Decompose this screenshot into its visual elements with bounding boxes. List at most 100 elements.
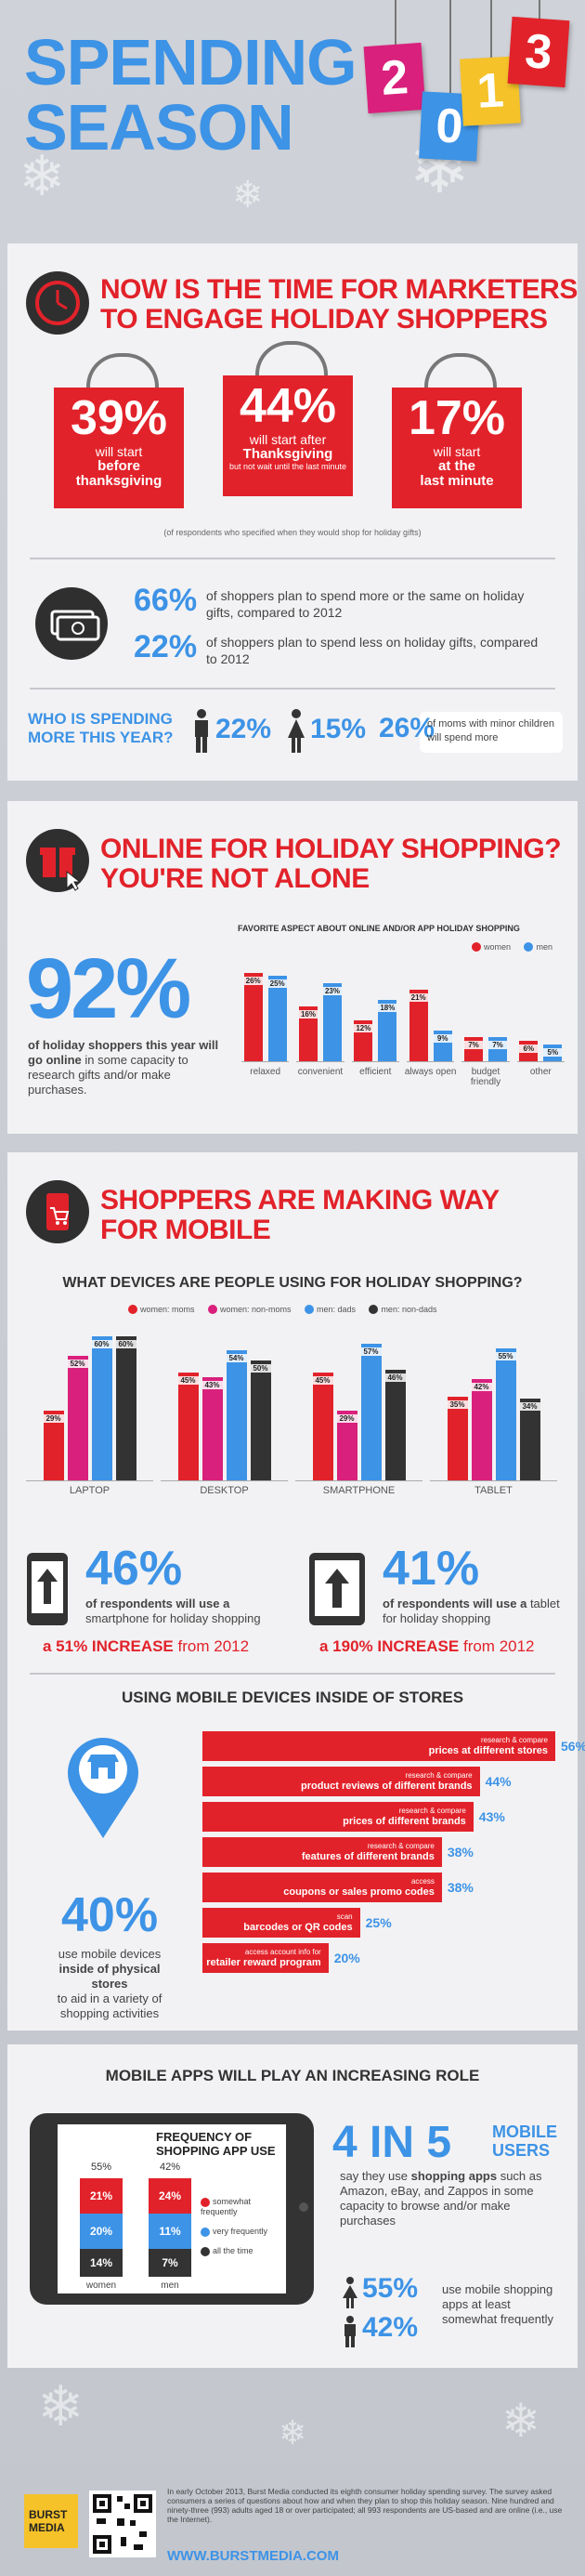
axis-baseline (516, 1061, 565, 1062)
category-label: other (529, 1067, 552, 1077)
axis-baseline (241, 1061, 290, 1062)
qr-code-icon[interactable] (89, 2491, 156, 2557)
women-app-pct: 55% (362, 2273, 419, 2304)
category-label: LAPTOP (69, 1485, 110, 1496)
home-button (299, 2202, 308, 2212)
bag-bold-line: Thanksgiving (242, 446, 333, 462)
category-label: always open (404, 1067, 457, 1077)
chart-bar (91, 1335, 112, 1480)
in-store-text-line1: use mobile devices (58, 1947, 162, 1961)
smartphone-increase-rest: from 2012 (177, 1637, 250, 1655)
favorite-aspect-chart: 26% 25% relaxed 16% 23% convenient 12% 18% effic… (238, 959, 568, 1098)
bar-value-label: 21% (409, 993, 428, 1002)
chart-bar (360, 1343, 382, 1480)
section1-title-line1: NOW IS THE TIME FOR MARKETERS (100, 274, 578, 305)
bar-value-label: 56% (561, 1739, 585, 1754)
chart-bar (243, 972, 263, 1061)
axis-baseline (295, 1480, 422, 1481)
tablet-increase-bold: a 190% INCREASE (319, 1637, 460, 1655)
bar-value-label: 43% (478, 1809, 505, 1824)
man-icon (195, 709, 208, 753)
moms-text: of moms with minor children will spend m… (427, 718, 554, 743)
bag-bold-line: last minute (420, 473, 494, 489)
bar-bold-label: features of different brands (301, 1851, 435, 1862)
header-title-line1: SPENDING (24, 26, 358, 99)
smartphone-increase-bold: a 51% INCREASE (43, 1637, 174, 1655)
stack-segment: 21% (80, 2178, 123, 2214)
panel-engage-shoppers: NOW IS THE TIME FOR MARKETERS TO ENGAGE … (7, 243, 578, 781)
bag-line: will start (433, 444, 481, 459)
footer-url[interactable]: WWW.BURSTMEDIA.COM (167, 2548, 339, 2564)
chart-bar (43, 1411, 64, 1480)
bar-small-label: access account info for (244, 1948, 321, 1956)
bar-value-label: 6% (519, 1045, 539, 1053)
mobile-users-line1: MOBILE (492, 2123, 557, 2141)
bar-small-label: research & compare (405, 1771, 473, 1780)
stack-segment: 20% (80, 2214, 123, 2249)
bar-value-label: 50% (250, 1363, 271, 1373)
app-chart-title-line2: SHOPPING APP USE (156, 2144, 276, 2158)
chart-bar (336, 1411, 358, 1480)
app-chart-legend: somewhat frequently very frequently all … (201, 2197, 275, 2256)
chart-bar (495, 1347, 516, 1480)
in-store-bar: access coupons or sales promo codes (202, 1873, 442, 1902)
mobile-users-label: MOBILE USERS (492, 2123, 557, 2160)
spend-less-text: of shoppers plan to spend less on holida… (206, 635, 539, 666)
chart1-title: FAVORITE ASPECT ABOUT ONLINE AND/OR APP … (238, 924, 520, 933)
axis-baseline (161, 1480, 288, 1481)
woman-icon (288, 709, 305, 753)
snowflake-icon: ❄ (501, 2395, 540, 2447)
bar-small-label: research & compare (398, 1807, 466, 1815)
bar-value-label: 18% (378, 1004, 397, 1012)
in-store-bar: access account info for retailer reward p… (202, 1943, 329, 1973)
snowflake-icon: ❄ (37, 2375, 84, 2438)
panel-online-shopping: ONLINE FOR HOLIDAY SHOPPING? YOU'RE NOT … (7, 801, 578, 1134)
bar-value-label: 38% (447, 1845, 474, 1860)
online-pct: 92% (26, 941, 191, 1036)
money-icon (35, 587, 108, 660)
logo-line2: MEDIA (29, 2521, 65, 2534)
category-label: efficient (359, 1067, 392, 1077)
bar-value-label: 45% (177, 1375, 199, 1385)
in-store-bar: research & compare features of different … (202, 1837, 442, 1867)
year-tag-digit: 2 (363, 42, 426, 114)
spend-more-pct: 66% (134, 583, 198, 618)
section1-title-line2: TO ENGAGE HOLIDAY SHOPPERS (100, 304, 548, 335)
chart-bar (378, 1000, 397, 1061)
app-chart-title: FREQUENCY OF SHOPPING APP USE (156, 2130, 276, 2158)
stack-total-label: 55% (90, 2162, 112, 2173)
category-label: relaxed (250, 1067, 281, 1077)
chart-bar (471, 1379, 492, 1480)
who-label-line1: WHO IS SPENDING (28, 710, 173, 728)
man-icon (344, 2316, 356, 2347)
app-frequency-text: use mobile shopping apps at least somewh… (442, 2282, 553, 2326)
bar-value-label: 23% (323, 986, 342, 995)
legend-women: women (484, 941, 512, 952)
apps-text-start: say they use (340, 2169, 408, 2183)
bag-line: will start (95, 444, 143, 459)
men-app-pct: 42% (362, 2312, 419, 2343)
chart-bar (409, 990, 428, 1061)
stack-category-label: women (85, 2280, 117, 2291)
logo-line1: BURST (29, 2508, 68, 2521)
bar-value-label: 29% (336, 1414, 358, 1424)
bar-small-label: access (410, 1877, 435, 1886)
bar-value-label: 60% (115, 1339, 136, 1348)
category-label: budget friendly (470, 1067, 501, 1087)
who-spending-label: WHO IS SPENDING MORE THIS YEAR? (28, 710, 173, 747)
store-pin-icon (68, 1738, 138, 1838)
stack-segment: 14% (80, 2249, 123, 2277)
tablet-icon (309, 1553, 365, 1625)
bar-value-label: 60% (91, 1339, 112, 1348)
online-text-bold: of holiday shoppers this year will go on… (28, 1038, 219, 1067)
axis-baseline (430, 1480, 557, 1481)
bar-value-label: 12% (354, 1024, 373, 1032)
legend-men-non-dads: men: non-dads (381, 1304, 437, 1314)
clock-icon (26, 271, 89, 335)
bar-bold-label: coupons or sales promo codes (283, 1886, 435, 1898)
apps-text-bold: shopping apps (410, 2169, 498, 2183)
apps-title: MOBILE APPS WILL PLAY AN INCREASING ROLE (105, 2067, 480, 2084)
tablet-increase: a 190% INCREASE from 2012 (319, 1637, 535, 1656)
devices-chart: 29% 52% 60% 60% LAPTOP 45% 43% 54% 50% DESKTOP 45%… (22, 1324, 561, 1501)
